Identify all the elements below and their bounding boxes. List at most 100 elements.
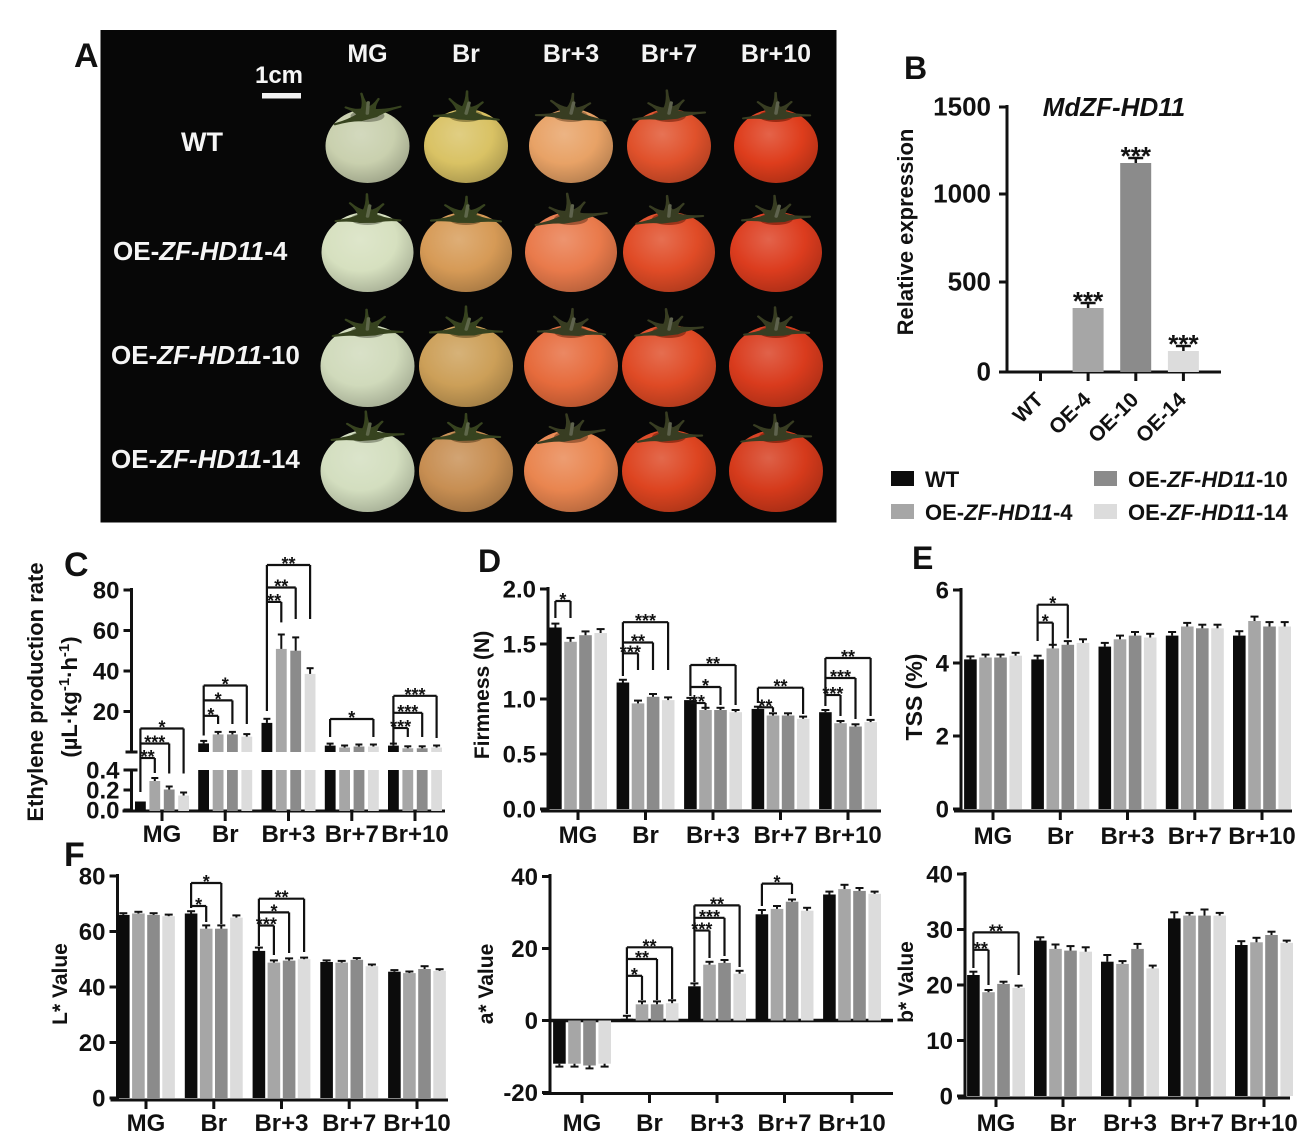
svg-text:40: 40 <box>93 659 120 686</box>
svg-text:OE-ZF-HD11-10: OE-ZF-HD11-10 <box>111 340 300 370</box>
svg-text:Br+7: Br+7 <box>1168 823 1222 850</box>
svg-text:Br+10: Br+10 <box>381 821 448 848</box>
svg-text:OE-ZF-HD11-4: OE-ZF-HD11-4 <box>925 500 1073 525</box>
svg-text:*: * <box>222 675 229 695</box>
svg-text:Br: Br <box>636 1110 663 1137</box>
svg-text:***: *** <box>1073 286 1104 316</box>
svg-text:**: ** <box>267 591 281 611</box>
svg-text:MG: MG <box>347 40 387 68</box>
svg-text:*: * <box>195 895 202 915</box>
svg-text:***: *** <box>822 684 843 704</box>
svg-text:60: 60 <box>93 618 120 645</box>
svg-text:Br+3: Br+3 <box>543 40 599 68</box>
svg-text:**: ** <box>631 632 645 652</box>
svg-text:L* Value: L* Value <box>49 943 72 1025</box>
svg-text:2: 2 <box>936 724 949 751</box>
svg-text:**: ** <box>974 939 988 959</box>
svg-text:***: *** <box>397 702 418 722</box>
svg-text:Br+7: Br+7 <box>325 821 379 848</box>
svg-text:20: 20 <box>926 973 953 1000</box>
svg-text:b* Value: b* Value <box>895 941 918 1023</box>
svg-text:**: ** <box>635 948 649 968</box>
svg-text:**: ** <box>274 888 288 908</box>
svg-text:Br: Br <box>1047 823 1074 850</box>
svg-text:***: *** <box>699 907 720 927</box>
svg-text:0.2: 0.2 <box>86 778 119 805</box>
svg-text:Br+3: Br+3 <box>254 1110 308 1137</box>
svg-text:40: 40 <box>926 862 953 889</box>
svg-text:20: 20 <box>93 699 120 726</box>
svg-text:Br+10: Br+10 <box>1230 1110 1297 1137</box>
svg-text:***: *** <box>691 920 712 940</box>
svg-text:0.4: 0.4 <box>86 758 120 785</box>
svg-text:Br+10: Br+10 <box>814 822 881 849</box>
svg-text:E: E <box>912 540 933 576</box>
svg-text:MG: MG <box>127 1110 166 1137</box>
svg-text:Br+10: Br+10 <box>818 1110 885 1137</box>
svg-text:WT: WT <box>925 467 960 492</box>
svg-text:***: *** <box>1121 141 1152 171</box>
svg-text:OE-ZF-HD11-10: OE-ZF-HD11-10 <box>1128 467 1288 492</box>
svg-text:MG: MG <box>974 823 1013 850</box>
svg-text:*: * <box>203 872 210 892</box>
svg-text:Br: Br <box>452 40 480 68</box>
svg-text:0: 0 <box>525 1008 538 1035</box>
svg-text:TSS (%): TSS (%) <box>901 654 927 741</box>
svg-text:***: *** <box>404 685 425 705</box>
svg-text:1500: 1500 <box>933 92 991 122</box>
svg-text:**: ** <box>841 647 855 667</box>
svg-text:30: 30 <box>926 917 953 944</box>
svg-text:0: 0 <box>977 357 991 387</box>
svg-text:Br+10: Br+10 <box>741 40 811 68</box>
svg-text:0.5: 0.5 <box>503 742 536 769</box>
svg-text:Firmness (N): Firmness (N) <box>471 631 494 759</box>
svg-text:**: ** <box>274 577 288 597</box>
svg-text:-20: -20 <box>503 1080 538 1107</box>
svg-text:Br: Br <box>632 822 659 849</box>
svg-text:***: *** <box>144 733 165 753</box>
svg-text:20: 20 <box>79 1030 106 1057</box>
svg-text:60: 60 <box>79 919 106 946</box>
svg-text:**: ** <box>691 692 705 712</box>
svg-text:B: B <box>904 50 927 86</box>
svg-text:Br+7: Br+7 <box>757 1110 811 1137</box>
svg-text:Br+3: Br+3 <box>1103 1110 1157 1137</box>
svg-text:0: 0 <box>940 1084 953 1111</box>
svg-text:20: 20 <box>511 936 538 963</box>
svg-text:*: * <box>270 901 277 921</box>
svg-text:***: *** <box>390 717 411 737</box>
svg-text:**: ** <box>758 696 772 716</box>
svg-text:***: *** <box>1168 329 1199 359</box>
svg-text:Br+10: Br+10 <box>383 1110 450 1137</box>
svg-text:**: ** <box>281 554 295 574</box>
svg-text:MG: MG <box>977 1110 1016 1137</box>
svg-text:*: * <box>1049 594 1056 614</box>
svg-text:***: *** <box>256 915 277 935</box>
svg-text:OE-ZF-HD11-14: OE-ZF-HD11-14 <box>111 444 300 474</box>
svg-text:WT: WT <box>181 127 223 157</box>
svg-text:1cm: 1cm <box>255 62 303 89</box>
svg-text:***: *** <box>635 611 656 631</box>
svg-text:*: * <box>702 676 709 696</box>
svg-text:0: 0 <box>92 1086 105 1113</box>
svg-text:1.5: 1.5 <box>503 632 536 659</box>
svg-text:Br+3: Br+3 <box>686 822 740 849</box>
svg-text:Br: Br <box>200 1110 227 1137</box>
svg-text:*: * <box>158 718 165 738</box>
svg-text:*: * <box>631 965 638 985</box>
svg-text:*: * <box>207 705 214 725</box>
svg-text:40: 40 <box>511 864 538 891</box>
svg-text:**: ** <box>642 936 656 956</box>
svg-text:2.0: 2.0 <box>503 577 536 604</box>
svg-text:0.0: 0.0 <box>503 797 536 824</box>
svg-text:500: 500 <box>948 267 991 297</box>
svg-text:Relative expression: Relative expression <box>893 129 918 336</box>
svg-text:1000: 1000 <box>933 179 991 209</box>
svg-text:D: D <box>478 543 501 579</box>
svg-text:0: 0 <box>936 797 949 824</box>
svg-text:*: * <box>1042 612 1049 632</box>
svg-text:MG: MG <box>563 1110 602 1137</box>
svg-text:10: 10 <box>926 1028 953 1055</box>
svg-text:MG: MG <box>559 822 598 849</box>
svg-text:Br: Br <box>1050 1110 1077 1137</box>
